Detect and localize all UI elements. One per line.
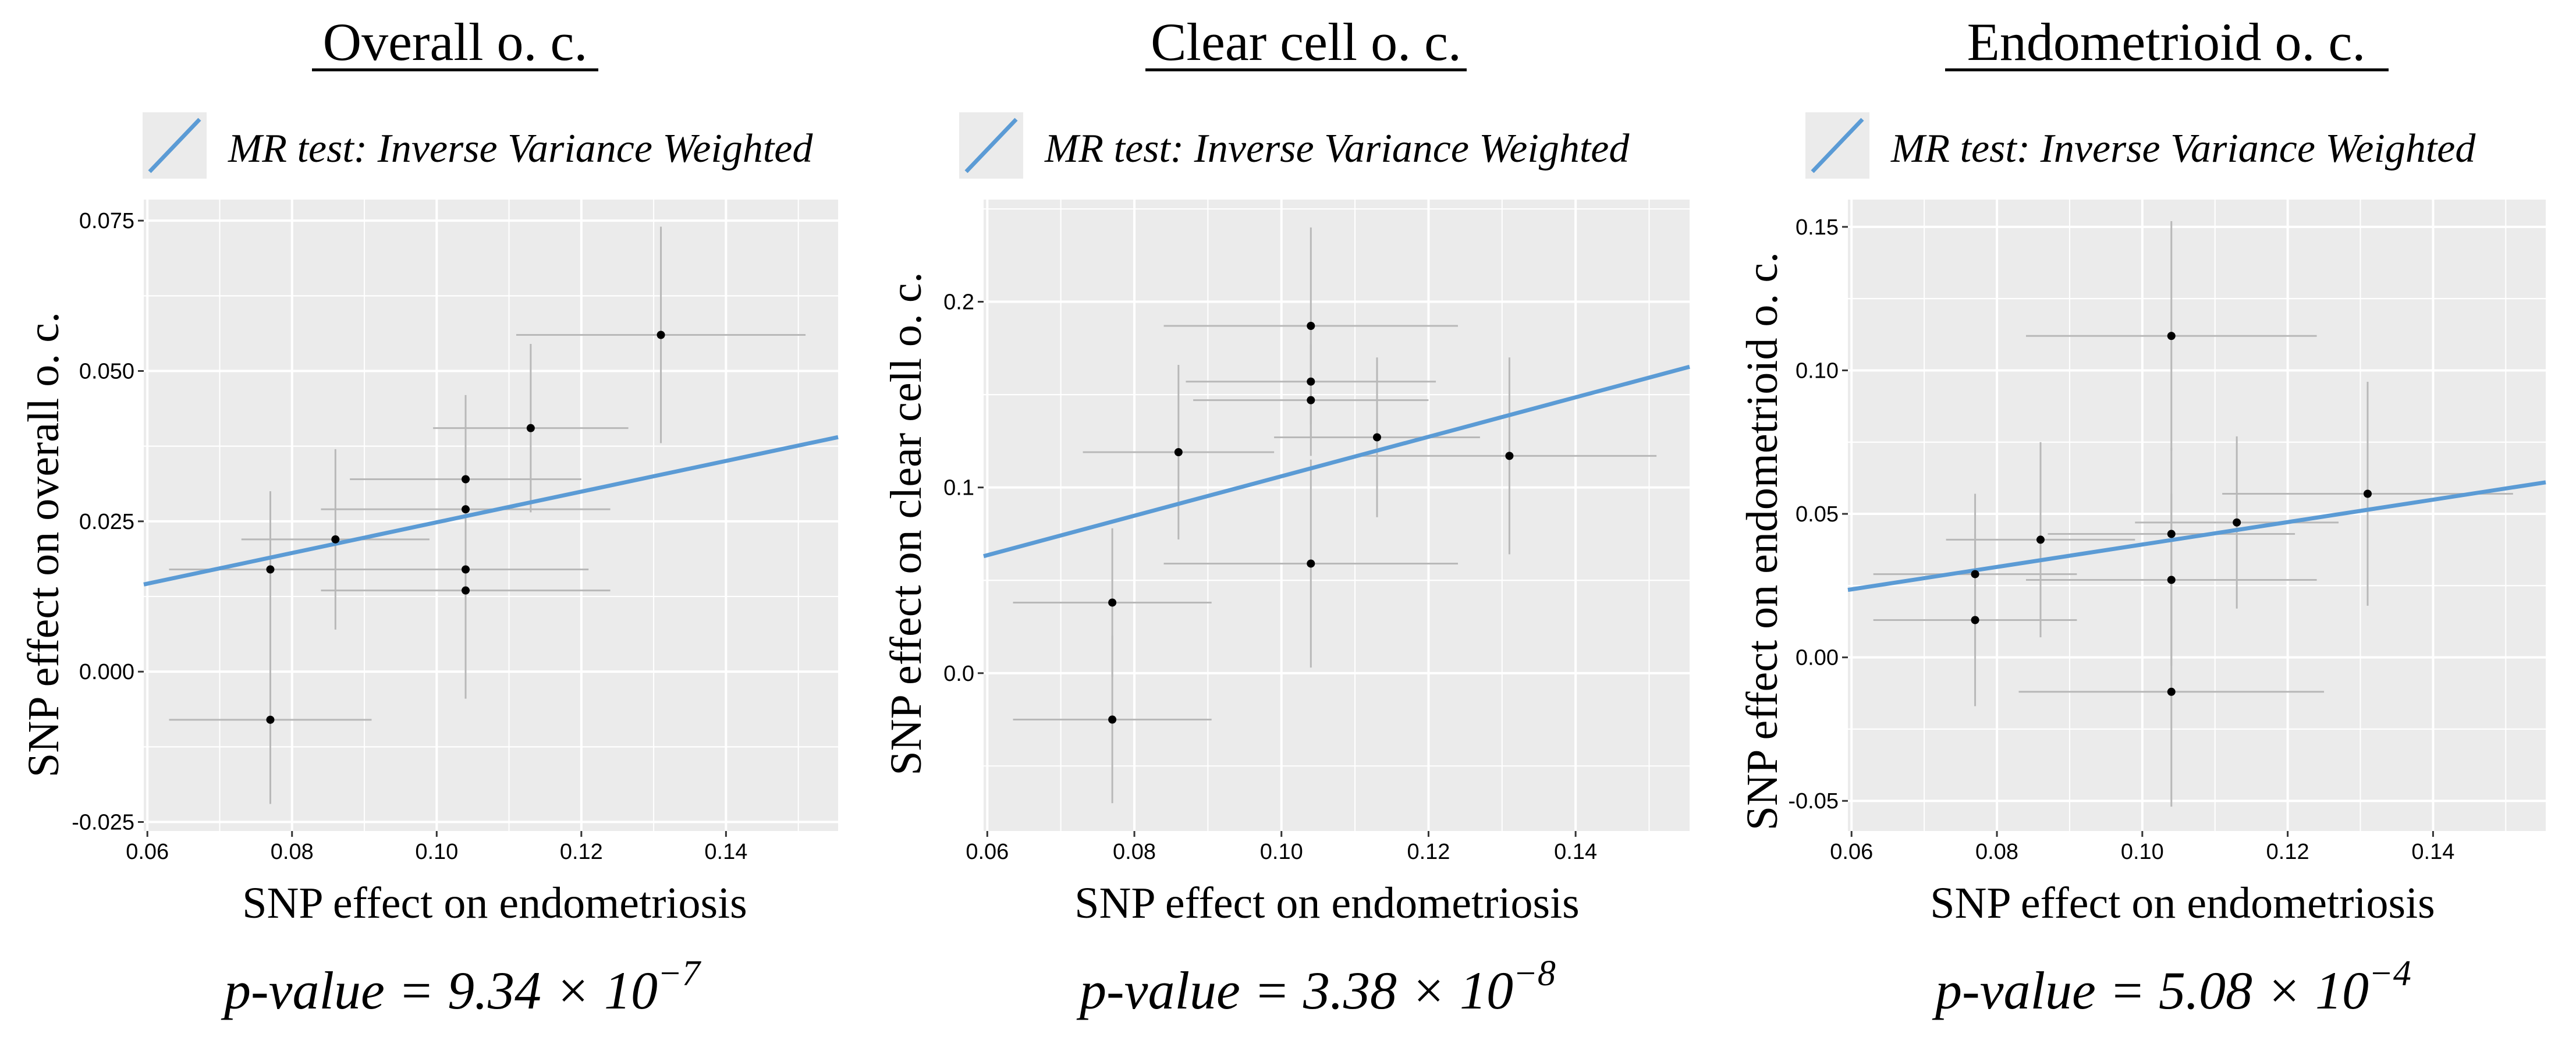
y-axis-title: SNP effect on endometrioid o. c. [1738, 252, 1787, 830]
plot-background [1848, 200, 2546, 831]
data-point [462, 505, 470, 514]
ivw-fit-line [1847, 480, 2546, 592]
data-point [1307, 396, 1315, 404]
legend-label: MR test: Inverse Variance Weighted [228, 126, 813, 171]
p-value: p-value = 5.08 × 10−4 [1932, 954, 2411, 1020]
data-point [1174, 448, 1183, 456]
x-tick-label: 0.12 [560, 840, 603, 864]
x-tick-label: 0.10 [2121, 840, 2164, 864]
data-point [2364, 489, 2372, 498]
x-tick-label: 0.06 [1830, 840, 1873, 864]
panel-endometrioid: Endometrioid o. c. MR test: Inverse Vari… [1738, 12, 2546, 1020]
panel-title: Overall o. c. [323, 12, 588, 72]
data-point [266, 715, 275, 724]
p-value-exponent: −7 [658, 954, 702, 993]
x-tick-label: 0.08 [1975, 840, 2018, 864]
x-tick-label: 0.12 [2266, 840, 2309, 864]
plot-overall: 0.06 0.08 0.10 0.12 0.14 -0.025 0.000 0.025 0.05… [72, 200, 839, 864]
legend: MR test: Inverse Variance Weighted [143, 112, 813, 179]
plot-clear-cell: 0.06 0.08 0.10 0.12 0.14 0.0 0.1 0.2 [943, 200, 1690, 864]
y-tick-label: 0.2 [943, 290, 974, 315]
panel-title: Clear cell o. c. [1151, 12, 1461, 72]
x-tick-label: 0.08 [1113, 840, 1156, 864]
legend: MR test: Inverse Variance Weighted [959, 112, 1630, 179]
data-point [266, 565, 275, 574]
data-point [1971, 570, 1979, 578]
data-point [1505, 452, 1514, 460]
y-tick-label: 0.15 [1796, 215, 1839, 240]
y-tick-label: 0.075 [79, 209, 134, 233]
x-tick-label: 0.08 [271, 840, 314, 864]
data-point [1307, 377, 1315, 386]
ivw-fit-line [143, 435, 839, 587]
x-axis-title: SNP effect on endometriosis [242, 879, 747, 928]
legend-line-icon [1811, 118, 1864, 173]
p-value: p-value = 3.38 × 10−8 [1076, 954, 1556, 1020]
p-value-prefix: p-value = 9.34 × 10 [221, 961, 658, 1020]
p-value-prefix: p-value = 3.38 × 10 [1076, 961, 1513, 1020]
x-tick-label: 0.10 [415, 840, 458, 864]
data-point [1372, 433, 1381, 442]
legend-line-icon [964, 118, 1018, 173]
legend-label: MR test: Inverse Variance Weighted [1890, 126, 2476, 171]
plot-background [984, 200, 1690, 831]
y-axis-title: SNP effect on clear cell o. c. [882, 272, 931, 775]
data-point [1307, 559, 1315, 568]
x-tick-label: 0.06 [966, 840, 1009, 864]
data-point [657, 331, 665, 339]
data-point [1108, 715, 1117, 724]
data-point [1108, 598, 1117, 607]
y-tick-label: 0.1 [943, 476, 974, 500]
data-point [2036, 535, 2045, 544]
panel-overall: Overall o. c. MR test: Inverse Variance … [19, 12, 839, 1020]
panel-title: Endometrioid o. c. [1967, 12, 2366, 72]
data-point [2167, 332, 2176, 340]
x-tick-label: 0.14 [2411, 840, 2454, 864]
plot-endometrioid: 0.06 0.08 0.10 0.12 0.14 -0.05 0.00 0.05 0.10 0.1… [1788, 200, 2546, 864]
data-point [462, 475, 470, 484]
x-tick-label: 0.06 [126, 840, 169, 864]
p-value: p-value = 9.34 × 10−7 [221, 954, 702, 1020]
y-tick-label: 0.05 [1796, 502, 1839, 527]
ivw-fit-line [983, 364, 1690, 559]
y-tick-label: 0.00 [1796, 646, 1839, 670]
data-point [1971, 616, 1979, 624]
y-tick-label: 0.10 [1796, 358, 1839, 383]
y-tick-label: -0.025 [72, 811, 134, 835]
p-value-exponent: −4 [2369, 954, 2411, 993]
p-value-prefix: p-value = 5.08 × 10 [1932, 961, 2369, 1020]
data-point [331, 535, 340, 544]
data-point [462, 586, 470, 595]
legend-line-icon [148, 118, 201, 173]
data-point [2167, 576, 2176, 584]
data-point [1307, 322, 1315, 330]
data-point [526, 424, 535, 432]
data-point [2233, 518, 2241, 527]
x-axis-title: SNP effect on endometriosis [1074, 879, 1580, 928]
legend-label: MR test: Inverse Variance Weighted [1044, 126, 1630, 171]
legend: MR test: Inverse Variance Weighted [1805, 112, 2476, 179]
y-axis-title: SNP effect on overall o. c. [19, 312, 68, 777]
y-tick-label: 0.025 [79, 510, 134, 534]
panel-clear-cell: Clear cell o. c. MR test: Inverse Varian… [882, 12, 1690, 1020]
y-tick-label: 0.000 [79, 660, 134, 684]
p-value-exponent: −8 [1513, 954, 1556, 993]
x-tick-label: 0.14 [1554, 840, 1597, 864]
y-tick-label: -0.05 [1788, 789, 1839, 814]
y-tick-label: 0.050 [79, 360, 134, 384]
x-tick-label: 0.12 [1407, 840, 1450, 864]
y-tick-label: 0.0 [943, 662, 974, 686]
x-axis-title: SNP effect on endometriosis [1930, 879, 2435, 928]
x-tick-label: 0.14 [704, 840, 747, 864]
data-point [2167, 687, 2176, 696]
data-point [2167, 530, 2176, 538]
x-tick-label: 0.10 [1260, 840, 1303, 864]
plot-background [144, 200, 838, 831]
data-point [462, 565, 470, 574]
